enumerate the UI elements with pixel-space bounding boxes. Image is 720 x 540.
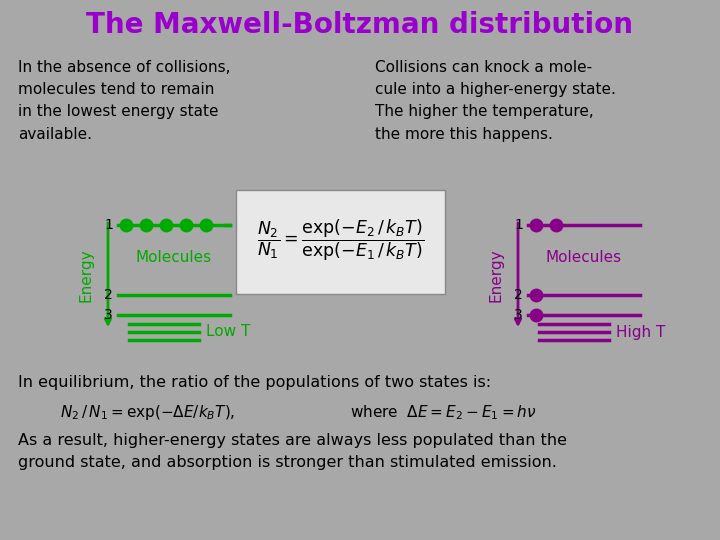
Text: In equilibrium, the ratio of the populations of two states is:: In equilibrium, the ratio of the populat… (18, 375, 491, 390)
Text: High T: High T (616, 325, 665, 340)
Text: 2: 2 (514, 288, 523, 302)
Text: Molecules: Molecules (136, 250, 212, 265)
Text: Energy: Energy (488, 248, 503, 302)
Text: 1: 1 (514, 218, 523, 232)
Text: where  $\Delta E = E_2 - E_1 = h\nu$: where $\Delta E = E_2 - E_1 = h\nu$ (350, 403, 536, 422)
Text: Low T: Low T (206, 325, 251, 340)
Text: 1: 1 (104, 218, 113, 232)
Text: Collisions can knock a mole-
cule into a higher-energy state.
The higher the tem: Collisions can knock a mole- cule into a… (375, 60, 616, 141)
Text: 3: 3 (104, 308, 113, 322)
Text: Energy: Energy (78, 248, 94, 302)
Text: The Maxwell-Boltzman distribution: The Maxwell-Boltzman distribution (86, 11, 634, 39)
FancyBboxPatch shape (236, 190, 445, 294)
Text: $N_2\,/\,N_1 = \mathrm{exp}(-\Delta E/k_BT),$: $N_2\,/\,N_1 = \mathrm{exp}(-\Delta E/k_… (60, 403, 235, 422)
Text: In the absence of collisions,
molecules tend to remain
in the lowest energy stat: In the absence of collisions, molecules … (18, 60, 230, 141)
Text: 3: 3 (514, 308, 523, 322)
Text: As a result, higher-energy states are always less populated than the
ground stat: As a result, higher-energy states are al… (18, 433, 567, 470)
Text: Molecules: Molecules (546, 250, 622, 265)
Text: 2: 2 (104, 288, 113, 302)
Text: $\dfrac{N_2}{N_1} = \dfrac{\exp(-E_2\,/\,k_BT)}{\exp(-E_1\,/\,k_BT)}$: $\dfrac{N_2}{N_1} = \dfrac{\exp(-E_2\,/\… (257, 217, 424, 263)
